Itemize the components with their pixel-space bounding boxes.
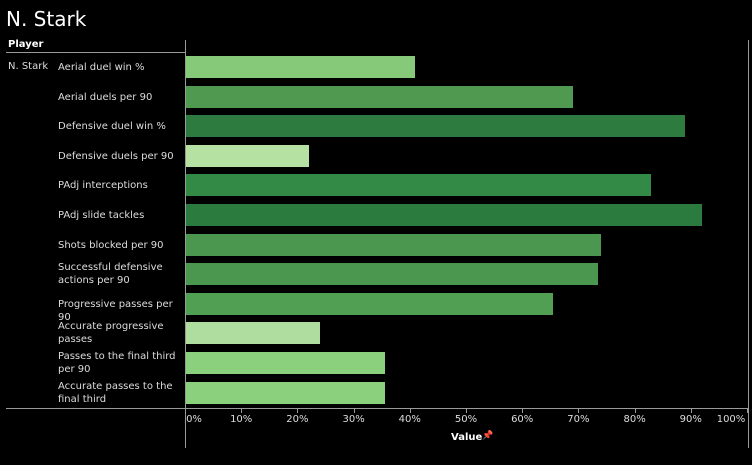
metric-label: Shots blocked per 90 — [58, 239, 164, 251]
bar[interactable] — [186, 144, 309, 167]
metric-label: PAdj slide tackles — [58, 210, 145, 221]
x-axis-label: Value — [451, 432, 483, 443]
metric-label: Progressive passes per 90 — [58, 298, 173, 323]
x-tick — [297, 408, 298, 413]
x-tick-label: 10% — [230, 414, 253, 425]
axis-right-border — [748, 40, 749, 448]
metric-label: Accurate passes to the final third — [58, 380, 173, 405]
x-tick — [522, 408, 523, 413]
x-tick-label: 0% — [186, 414, 202, 425]
bar[interactable] — [186, 85, 573, 108]
x-tick — [691, 408, 692, 413]
metric-label: Defensive duel win % — [58, 121, 166, 133]
bar[interactable] — [186, 322, 320, 345]
x-tick-label: 80% — [623, 414, 646, 425]
x-tick — [578, 408, 579, 413]
metric-label: Successful defensive actions per 90 — [58, 262, 163, 287]
x-tick — [185, 408, 186, 413]
x-tick-label: 70% — [567, 414, 590, 425]
bar[interactable] — [186, 115, 686, 138]
x-tick — [410, 408, 411, 413]
x-axis-line — [6, 408, 749, 409]
axis-left-border — [185, 40, 186, 448]
x-tick — [354, 408, 355, 413]
bar[interactable] — [186, 381, 385, 404]
metric-label: Aerial duels per 90 — [58, 91, 153, 103]
bar[interactable] — [186, 56, 416, 78]
page-title: N. Stark — [6, 7, 87, 31]
bar[interactable] — [186, 174, 652, 197]
x-tick-label: 90% — [679, 414, 702, 425]
metric-label: Defensive duels per 90 — [58, 150, 174, 162]
x-tick-label: 20% — [286, 414, 309, 425]
player-column-header: Player — [8, 39, 44, 50]
metric-label: Accurate progressive passes — [58, 321, 164, 346]
x-tick-label: 30% — [342, 414, 365, 425]
player-name: N. Stark — [8, 61, 49, 72]
x-tick-label: 40% — [398, 414, 421, 425]
bar[interactable] — [186, 352, 385, 374]
x-tick — [747, 408, 748, 413]
header-divider — [6, 52, 185, 53]
x-tick-label: 100% — [716, 414, 746, 425]
bar[interactable] — [186, 292, 554, 315]
metric-label: Passes to the final third per 90 — [58, 351, 176, 375]
bar[interactable] — [186, 263, 599, 286]
x-tick — [635, 408, 636, 413]
pin-icon[interactable]: 📌 — [482, 431, 494, 441]
x-tick — [466, 408, 467, 413]
metric-label: PAdj interceptions — [58, 180, 148, 192]
x-tick — [241, 408, 242, 413]
x-tick-label: 60% — [511, 414, 534, 425]
bar[interactable] — [186, 204, 703, 226]
metric-label: Aerial duel win % — [58, 62, 145, 73]
bar[interactable] — [186, 233, 601, 256]
x-tick-label: 50% — [454, 414, 478, 425]
